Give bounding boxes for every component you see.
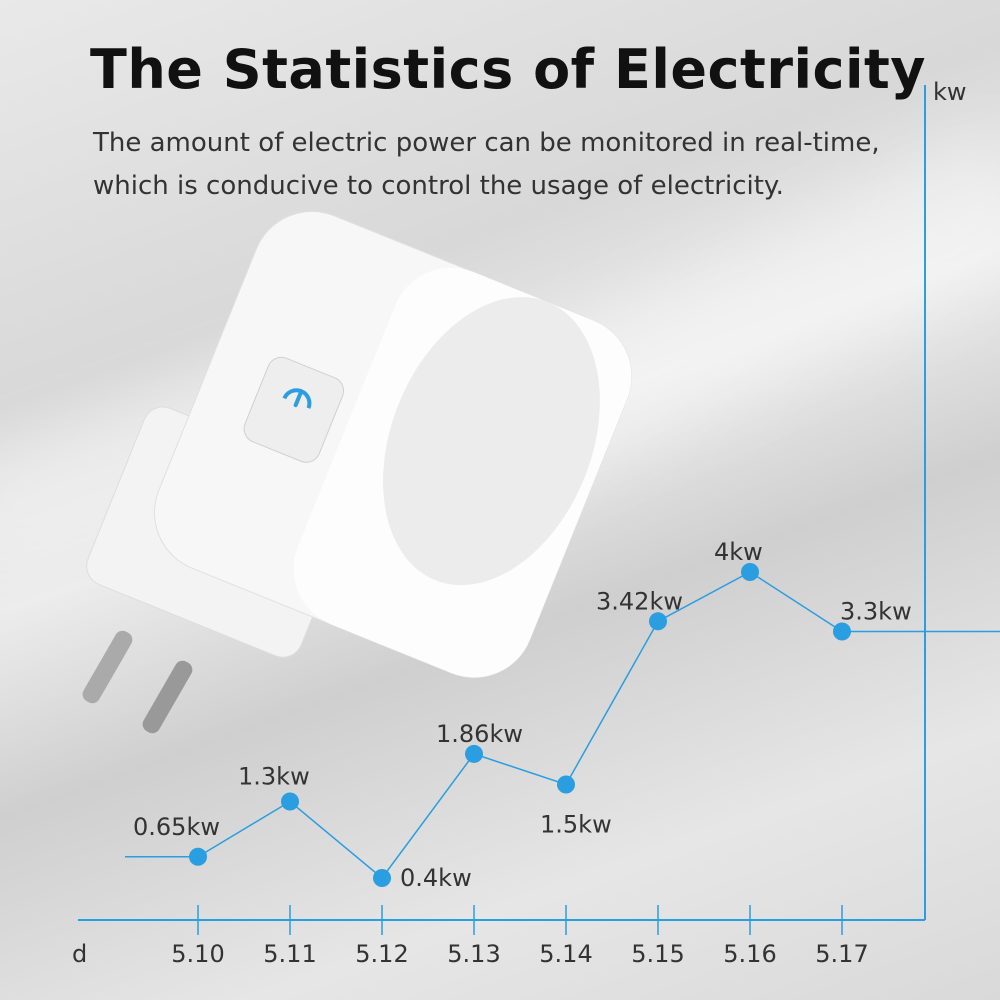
y-axis-label: kw	[933, 78, 967, 106]
data-label: 0.4kw	[400, 864, 472, 892]
x-tick-label: 5.11	[263, 940, 316, 968]
page-title: The Statistics of Electricity	[90, 38, 926, 101]
data-point	[281, 792, 299, 811]
data-label: 1.5kw	[540, 811, 612, 839]
subtitle: The amount of electric power can be moni…	[93, 122, 913, 208]
data-point	[373, 869, 391, 887]
x-tick-label: 5.16	[723, 940, 776, 968]
subtitle-line-2: which is conducive to control the usage …	[93, 171, 784, 201]
x-tick-label: 5.14	[539, 940, 592, 968]
data-label: 0.65kw	[133, 813, 220, 841]
data-point	[557, 775, 575, 794]
x-tick-label: 5.10	[171, 940, 224, 968]
x-axis-label: d	[72, 940, 87, 968]
data-label: 3.42kw	[596, 587, 683, 615]
data-point	[189, 847, 207, 866]
data-label: 1.86kw	[436, 720, 523, 748]
data-label: 3.3kw	[840, 598, 912, 626]
data-point	[833, 622, 851, 641]
x-tick-label: 5.15	[631, 940, 684, 968]
data-label: 4kw	[714, 538, 763, 566]
data-point	[649, 612, 667, 631]
data-point	[465, 744, 483, 763]
power-icon	[282, 388, 312, 409]
x-tick-label: 5.12	[355, 940, 408, 968]
x-tick-label: 5.13	[447, 940, 500, 968]
subtitle-line-1: The amount of electric power can be moni…	[93, 128, 880, 158]
data-point	[741, 563, 759, 581]
data-label: 1.3kw	[238, 763, 310, 791]
x-tick-label: 5.17	[815, 940, 868, 968]
series-line	[125, 571, 1000, 880]
